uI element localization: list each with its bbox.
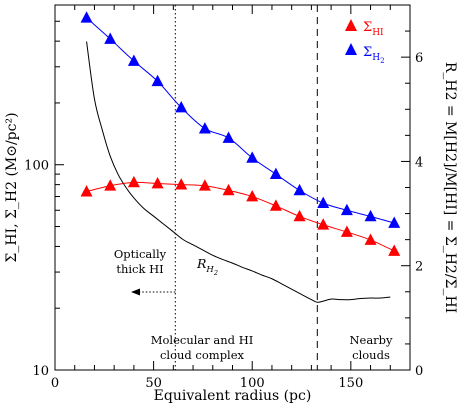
y-right-tick-label: 4 xyxy=(415,155,423,170)
sigma-hi-point xyxy=(246,190,259,202)
sigma-h2-point xyxy=(388,216,401,228)
optically-thick-arrowhead xyxy=(131,288,140,296)
y-right-axis-title: R_H2 = M[H2]/M[HI] = Σ_H2/Σ_HI xyxy=(442,62,458,313)
y-right-tick-label: 6 xyxy=(415,51,423,66)
labels-layer: 0 50 100 150101000246ΣHIΣH2RH2Opticallythic… xyxy=(4,19,458,404)
x-tick-label: 150 xyxy=(338,376,363,391)
rh2-label-main: R xyxy=(196,256,206,271)
sigma-hi-point xyxy=(104,179,117,191)
y-left-tick-label: 10 xyxy=(32,364,49,379)
sigma-h2-point xyxy=(246,151,259,163)
legend-label-sigma-hi: ΣHI xyxy=(363,20,384,38)
y-right-tick-label: 2 xyxy=(415,260,423,275)
sigma-h2-point xyxy=(293,183,306,196)
markers-layer xyxy=(80,11,401,256)
nearby-region-line2: clouds xyxy=(352,348,390,362)
sigma-h2-point xyxy=(364,209,377,222)
sigma-h2-point xyxy=(175,101,188,113)
sigma-h2-point xyxy=(222,131,235,143)
sigma-hi-line xyxy=(86,181,395,252)
x-tick-label: 100 xyxy=(240,376,265,391)
sigma-h2-point xyxy=(127,54,140,66)
sigma-hi-point xyxy=(388,244,401,256)
rh2-label-subsub: 2 xyxy=(213,269,218,277)
x-tick-label: 50 xyxy=(145,376,162,391)
optically-thick-line1: Optically xyxy=(114,247,167,261)
sigma-hi-point xyxy=(80,185,93,197)
x-tick-label: 0 xyxy=(51,376,59,391)
y-left-axis-title: Σ_HI, Σ_H2 (M⊙/pc²) xyxy=(4,112,20,262)
vertical-lines-layer xyxy=(174,5,318,370)
sigma-hi-point xyxy=(198,179,211,191)
legend-marker-sigma-h2 xyxy=(345,43,357,55)
rh2-curve-label: RH2 xyxy=(196,256,218,277)
legend-sigma-hi-main: Σ xyxy=(363,20,372,35)
x-axis-title: Equivalent radius (pc) xyxy=(154,388,312,404)
legend-marker-sigma-hi xyxy=(345,19,357,31)
sigma-hi-point xyxy=(317,218,330,230)
legend-label-sigma-h2: ΣH2 xyxy=(363,45,385,65)
sigma-h2-point xyxy=(269,167,282,179)
sigma-h2-point xyxy=(151,74,164,87)
sigma-hi-point xyxy=(222,183,235,196)
y-right-tick-label: 0 xyxy=(415,364,423,379)
legend-sigma-h2-main: Σ xyxy=(363,45,372,60)
nearby-region-line1: Nearby xyxy=(349,333,393,347)
sigma-hi-point xyxy=(340,225,353,237)
sigma-h2-point xyxy=(80,11,93,23)
sigma-h2-point xyxy=(317,196,330,209)
sigma-hi-point xyxy=(127,175,140,188)
sigma-h2-point xyxy=(340,203,353,216)
rh2-label-sub: H xyxy=(205,265,214,275)
sigma-h2-point xyxy=(104,32,117,44)
ticks-layer xyxy=(54,4,411,371)
sigma-hi-point xyxy=(293,209,306,222)
molecular-region-line1: Molecular and HI xyxy=(151,333,254,347)
legend-sigma-hi-sub: HI xyxy=(372,28,384,38)
rh2-line xyxy=(86,41,391,303)
sigma-hi-point xyxy=(364,233,377,245)
optically-thick-line2: thick HI xyxy=(116,262,163,276)
sigma-hi-point xyxy=(175,178,188,190)
legend-sigma-h2-sub: H xyxy=(372,53,380,63)
y-left-tick-label: 100 xyxy=(24,159,49,174)
sigma-hi-point xyxy=(151,177,164,189)
sigma-hi-point xyxy=(269,199,282,211)
sigma-h2-line xyxy=(86,17,395,224)
molecular-region-line2: cloud complex xyxy=(160,348,245,362)
sigma-h2-point xyxy=(198,122,211,134)
legend-sigma-h2-subsub: 2 xyxy=(380,57,384,65)
